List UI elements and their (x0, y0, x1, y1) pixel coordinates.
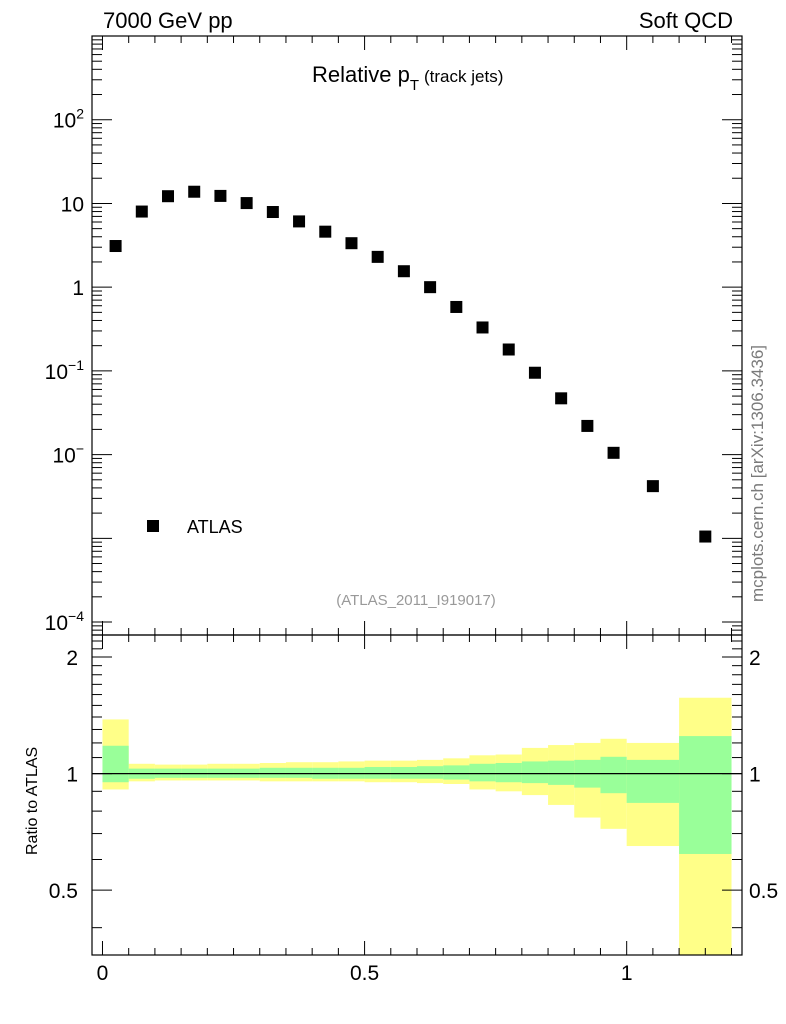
legend-label: ATLAS (187, 517, 243, 537)
x-tick-label: 0 (97, 962, 109, 985)
data-point (293, 215, 306, 228)
data-point (424, 281, 437, 294)
ratio-y-axis-label: Ratio to ATLAS (24, 747, 41, 855)
uncertainty-band-inner (285, 767, 313, 778)
main-frame (91, 35, 743, 636)
uncertainty-band-inner (469, 763, 496, 782)
data-point (240, 197, 253, 210)
uncertainty-band-inner (443, 765, 470, 780)
header-right-label: Soft QCD (638, 8, 733, 33)
data-point (371, 250, 384, 263)
x-tick-label: 1 (621, 962, 633, 985)
main-y-tick-label: 102 (53, 106, 84, 133)
data-point (646, 480, 659, 493)
data-point (528, 366, 541, 379)
data-point (214, 189, 227, 202)
data-point (581, 419, 594, 432)
legend-marker (147, 520, 159, 532)
main-y-tick-label: 1 (72, 277, 84, 300)
main-y-tick-label: 10−4 (45, 608, 85, 635)
side-label: mcplots.cern.ch [arXiv:1306.3436] (748, 345, 767, 602)
data-point (109, 240, 122, 253)
data-point (607, 446, 620, 459)
ratio-y-tick-label: 2 (66, 647, 78, 670)
main-panel: 102 10 1 10−1 10− 10−4 Relative pT (track jets)… (45, 35, 743, 636)
x-tick-label: 0.5 (350, 962, 379, 985)
data-point (397, 265, 410, 278)
main-y-tick-label: 10−1 (45, 357, 85, 384)
uncertainty-band-inner (548, 760, 575, 785)
main-y-tick-label: 10 (61, 193, 84, 216)
header-left-label: 7000 GeV pp (103, 8, 233, 33)
data-point (266, 206, 279, 219)
data-point (188, 185, 201, 198)
uncertainty-band-inner (521, 761, 549, 784)
analysis-id-label: (ATLAS_2011_I919017) (336, 592, 496, 609)
uncertainty-band-inner (364, 766, 391, 779)
data-point (135, 205, 148, 218)
uncertainty-band-inner (600, 756, 627, 794)
uncertainty-band-inner (417, 766, 444, 779)
data-point (555, 392, 568, 405)
uncertainty-band-inner (626, 759, 680, 803)
uncertainty-band-inner (390, 766, 417, 779)
data-point (162, 190, 175, 203)
uncertainty-band-inner (259, 767, 286, 778)
data-point (345, 237, 358, 250)
data-point (699, 530, 712, 543)
ratio-y-tick-label: 2 (749, 647, 761, 670)
uncertainty-band-inner (495, 763, 522, 783)
data-point (450, 300, 463, 313)
main-y-tick-label: 10− (52, 441, 84, 468)
data-point (319, 225, 332, 238)
ratio-y-tick-label: 1 (749, 764, 761, 787)
ratio-y-tick-label: 0.5 (49, 880, 78, 903)
ratio-panel: 0.5 0.5 1 1 2 2 0 0.5 1 Ratio to ATLAS (24, 634, 778, 985)
data-point (502, 343, 515, 356)
uncertainty-band-inner (679, 736, 732, 854)
main-title: Relative pT (track jets) (312, 62, 503, 94)
ratio-y-tick-label: 1 (66, 764, 78, 787)
ratio-y-tick-label: 0.5 (749, 880, 778, 903)
data-point (476, 321, 489, 334)
uncertainty-band-inner (102, 745, 129, 783)
